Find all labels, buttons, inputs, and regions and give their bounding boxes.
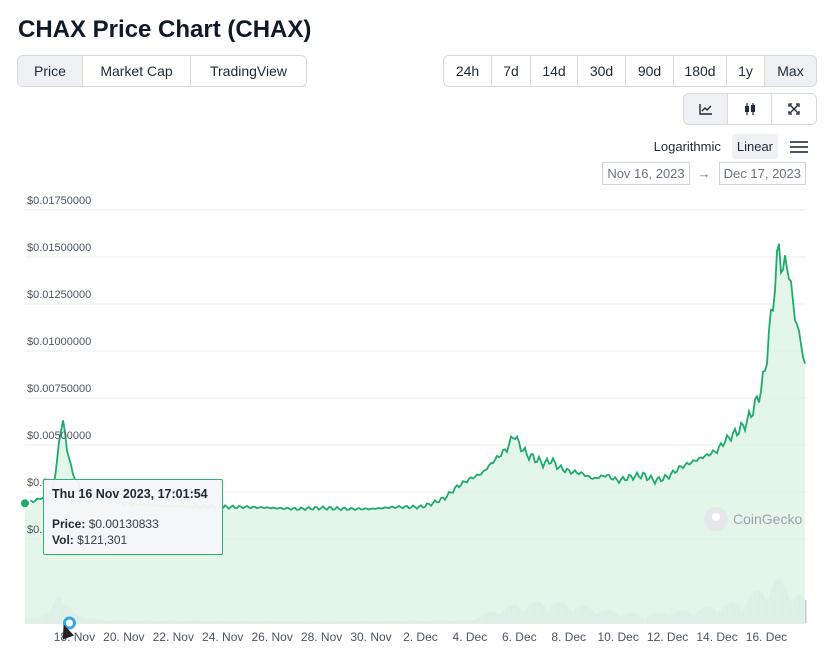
tooltip-price: Price: $0.00130833 [52, 517, 159, 531]
y-tick-label: $0.01250000 [27, 289, 91, 301]
tooltip-date: Thu 16 Nov 2023, 17:01:54 [52, 487, 208, 501]
x-tick-label: 2. Dec [403, 630, 438, 644]
x-tick-label: 14. Dec [696, 630, 737, 644]
coingecko-watermark: CoinGecko [704, 507, 802, 531]
tooltip-vol-value: $121,301 [77, 533, 128, 547]
line-chart-button[interactable] [684, 94, 728, 124]
page-title: CHAX Price Chart (CHAX) [18, 16, 312, 43]
range-90d-button[interactable]: 90d [626, 56, 674, 86]
x-tick-label: 6. Dec [502, 630, 537, 644]
y-tick-label: $0.00750000 [27, 383, 91, 395]
x-tick-label: 30. Nov [350, 630, 391, 644]
date-range-arrow: → [697, 166, 711, 181]
logarithmic-scale-option[interactable]: Logarithmic [653, 139, 721, 154]
y-tick-label: $0.00500000 [27, 430, 91, 442]
candlestick-icon [744, 103, 755, 115]
tab-market-cap[interactable]: Market Cap [83, 56, 191, 86]
tooltip-volume: Vol: $121,301 [52, 533, 127, 547]
range-14d-button[interactable]: 14d [531, 56, 578, 86]
coingecko-logo-icon [704, 507, 728, 531]
price-area [25, 243, 805, 623]
range-1y-button[interactable]: 1y [727, 56, 765, 86]
x-tick-label: 24. Nov [202, 630, 243, 644]
y-tick-label: $0.01000000 [27, 336, 91, 348]
x-tick-label: 8. Dec [551, 630, 586, 644]
x-tick-label: 12. Dec [647, 630, 688, 644]
tooltip-vol-label: Vol: [52, 533, 74, 547]
tooltip-price-value: $0.00130833 [88, 517, 159, 531]
fullscreen-icon [788, 103, 800, 115]
fullscreen-button[interactable] [772, 94, 816, 124]
volume-bar [805, 600, 807, 623]
x-tick-label: 22. Nov [153, 630, 194, 644]
scale-toggle: Logarithmic Linear [649, 134, 808, 159]
navigator-handle [62, 616, 76, 630]
line-chart-icon [698, 104, 712, 115]
range-24h-button[interactable]: 24h [444, 56, 492, 86]
y-tick-label: $0. [27, 524, 42, 536]
x-tick-label: 16. Dec [746, 630, 787, 644]
x-tick-label: 20. Nov [103, 630, 144, 644]
y-axis-labels: $0.01750000 $0.01500000 $0.01250000 $0.0100… [27, 195, 91, 536]
price-tooltip: Thu 16 Nov 2023, 17:01:54 Price: $0.0013… [43, 479, 223, 555]
date-range: Nov 16, 2023 → Dec 17, 2023 [602, 162, 806, 185]
tab-price[interactable]: Price [18, 56, 83, 86]
candlestick-button[interactable] [728, 94, 772, 124]
view-tabs: Price Market Cap TradingView [17, 55, 307, 87]
date-from-input[interactable]: Nov 16, 2023 [602, 162, 690, 185]
watermark-text: CoinGecko [733, 511, 803, 527]
x-tick-label: 26. Nov [251, 630, 292, 644]
price-chart[interactable]: $0.01750000 $0.01500000 $0.01250000 $0.0100… [0, 195, 828, 658]
hover-point [19, 497, 31, 510]
x-tick-label: 28. Nov [301, 630, 342, 644]
x-axis-labels: 18. Nov 20. Nov 22. Nov 24. Nov 26. Nov 28. N… [54, 630, 787, 644]
tab-tradingview[interactable]: TradingView [209, 63, 288, 79]
x-tick-label: 10. Dec [597, 630, 638, 644]
range-30d-button[interactable]: 30d [578, 56, 626, 86]
tooltip-price-label: Price: [52, 517, 86, 531]
range-tabs: 24h 7d 14d 30d 90d 180d 1y Max [443, 55, 817, 87]
y-tick-label: $0.01750000 [27, 195, 91, 207]
range-180d-button[interactable]: 180d [674, 56, 727, 86]
linear-scale-option[interactable]: Linear [731, 134, 778, 159]
range-max-button[interactable]: Max [765, 56, 816, 86]
range-7d-button[interactable]: 7d [492, 56, 531, 86]
chart-type-tabs [683, 93, 817, 125]
menu-icon[interactable] [790, 138, 808, 156]
y-tick-label: $0.01500000 [27, 242, 91, 254]
x-tick-label: 4. Dec [453, 630, 488, 644]
date-to-input[interactable]: Dec 17, 2023 [718, 162, 806, 185]
x-tick-label: 18. Nov [54, 630, 95, 644]
